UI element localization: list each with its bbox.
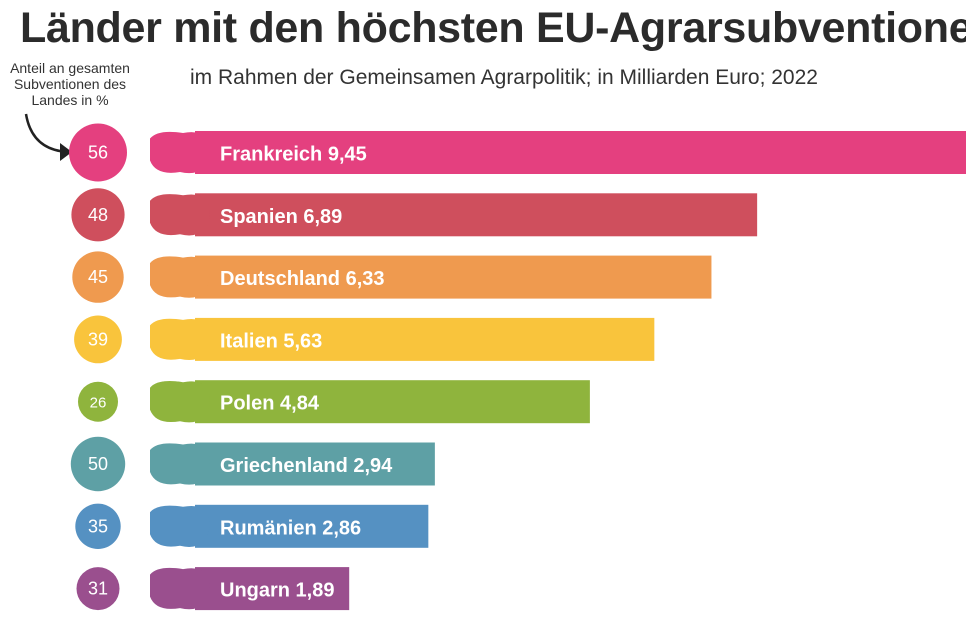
bar-label-italien: Italien 5,63 xyxy=(220,330,322,352)
bar-deutschland xyxy=(195,255,712,299)
share-circle-deutschland xyxy=(72,251,124,303)
share-circle-frankreich xyxy=(69,123,127,182)
bar-polen xyxy=(195,380,590,424)
bar-label-ungarn: Ungarn 1,89 xyxy=(220,580,334,602)
share-pointer-arrowhead xyxy=(60,143,72,161)
country-shape-ungarn xyxy=(150,567,210,610)
country-shape-rumaenien xyxy=(150,505,210,547)
country-shape-polen xyxy=(150,381,210,423)
chart-title: Länder mit den höchsten EU-Agrarsubventi… xyxy=(20,4,966,52)
bar-label-rumaenien: Rumänien 2,86 xyxy=(220,517,361,539)
share-circle-griechenland xyxy=(70,436,126,492)
share-value-deutschland: 45 xyxy=(88,267,108,287)
bar-frankreich xyxy=(195,131,966,174)
chart-subtitle: im Rahmen der Gemeinsamen Agrarpolitik; … xyxy=(190,66,818,89)
share-value-frankreich: 56 xyxy=(88,143,108,163)
share-circle-italien xyxy=(74,315,122,364)
share-value-griechenland: 50 xyxy=(88,454,108,474)
bar-rumaenien xyxy=(195,504,429,548)
bar-italien xyxy=(195,317,655,361)
share-circle-rumaenien xyxy=(75,503,121,549)
share-value-spanien: 48 xyxy=(88,205,108,225)
share-circle-spanien xyxy=(71,188,125,242)
country-shape-deutschland xyxy=(150,256,210,298)
bar-ungarn xyxy=(195,567,350,611)
bar-label-griechenland: Griechenland 2,94 xyxy=(220,455,393,477)
country-shape-griechenland xyxy=(150,443,210,485)
bar-griechenland xyxy=(195,442,435,486)
country-shape-spanien xyxy=(150,194,210,236)
bar-label-deutschland: Deutschland 6,33 xyxy=(220,268,385,290)
share-value-rumaenien: 35 xyxy=(88,516,108,536)
bar-label-spanien: Spanien 6,89 xyxy=(220,206,342,228)
share-value-polen: 26 xyxy=(90,395,107,412)
share-circle-ungarn xyxy=(76,567,120,611)
share-value-italien: 39 xyxy=(88,329,108,349)
country-shape-italien xyxy=(150,318,210,361)
country-shape-frankreich xyxy=(150,131,210,174)
bar-label-frankreich: Frankreich 9,45 xyxy=(220,144,367,166)
share-circle-polen xyxy=(78,381,118,422)
share-legend-note: Anteil an gesamten Subventionen des Land… xyxy=(10,60,130,108)
bar-label-polen: Polen 4,84 xyxy=(220,393,320,415)
share-value-ungarn: 31 xyxy=(88,579,108,599)
bar-spanien xyxy=(195,193,758,237)
